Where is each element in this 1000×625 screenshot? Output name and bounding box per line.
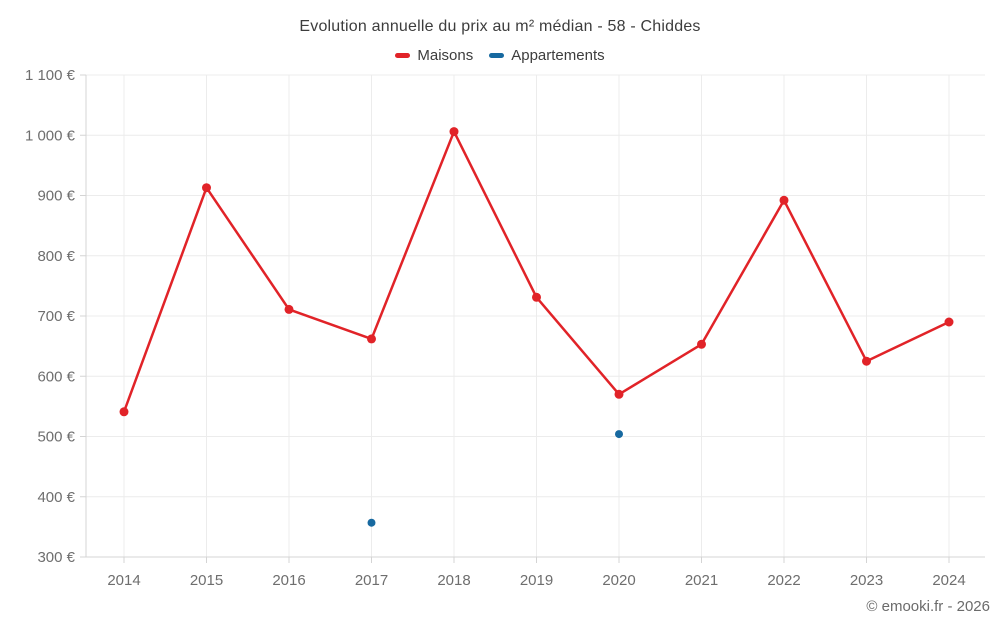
- copyright-text: © emooki.fr - 2026: [866, 598, 990, 615]
- x-tick-label-2016: 2016: [272, 572, 305, 589]
- y-tick-label-1100: 1 100 €: [25, 67, 76, 84]
- x-tick-label-2021: 2021: [685, 572, 718, 589]
- point-appartements-2020[interactable]: [615, 430, 623, 439]
- x-tick-label-2018: 2018: [437, 572, 470, 589]
- y-tick-label-1000: 1 000 €: [25, 127, 76, 144]
- point-maisons-2023[interactable]: [862, 356, 871, 366]
- x-tick-label-2014: 2014: [107, 572, 140, 589]
- chart-legend: Maisons Appartements: [0, 47, 1000, 64]
- point-maisons-2022[interactable]: [779, 195, 789, 205]
- point-maisons-2019[interactable]: [532, 292, 541, 302]
- legend-swatch-appartements: [489, 53, 505, 58]
- point-maisons-2018[interactable]: [449, 127, 459, 137]
- legend-item-appartements[interactable]: Appartements: [489, 47, 605, 64]
- x-tick-label-2024: 2024: [932, 572, 965, 589]
- point-maisons-2021[interactable]: [697, 339, 706, 349]
- y-tick-label-500: 500 €: [37, 429, 75, 446]
- x-tick-label-2020: 2020: [602, 572, 635, 589]
- point-maisons-2017[interactable]: [367, 334, 376, 344]
- y-tick-label-300: 300 €: [37, 549, 75, 566]
- legend-label-appartements: Appartements: [511, 47, 605, 64]
- point-maisons-2016[interactable]: [284, 304, 294, 314]
- point-maisons-2014[interactable]: [119, 407, 129, 417]
- x-tick-label-2019: 2019: [520, 572, 553, 589]
- legend-swatch-maisons: [395, 53, 411, 58]
- x-tick-label-2022: 2022: [767, 572, 800, 589]
- point-appartements-2017[interactable]: [367, 518, 376, 527]
- chart-title: Evolution annuelle du prix au m² médian …: [299, 18, 701, 35]
- legend-item-maisons[interactable]: Maisons: [395, 47, 473, 64]
- point-maisons-2015[interactable]: [202, 183, 211, 193]
- point-maisons-2024[interactable]: [944, 317, 954, 327]
- x-tick-label-2017: 2017: [355, 572, 388, 589]
- y-tick-label-400: 400 €: [37, 489, 75, 506]
- legend-label-maisons: Maisons: [417, 47, 474, 64]
- y-tick-label-700: 700 €: [37, 308, 75, 325]
- x-tick-label-2015: 2015: [190, 572, 223, 589]
- point-maisons-2020[interactable]: [614, 389, 624, 399]
- y-tick-label-900: 900 €: [37, 188, 75, 205]
- y-tick-label-600: 600 €: [37, 368, 75, 385]
- y-tick-label-800: 800 €: [37, 248, 75, 265]
- x-tick-label-2023: 2023: [850, 572, 883, 589]
